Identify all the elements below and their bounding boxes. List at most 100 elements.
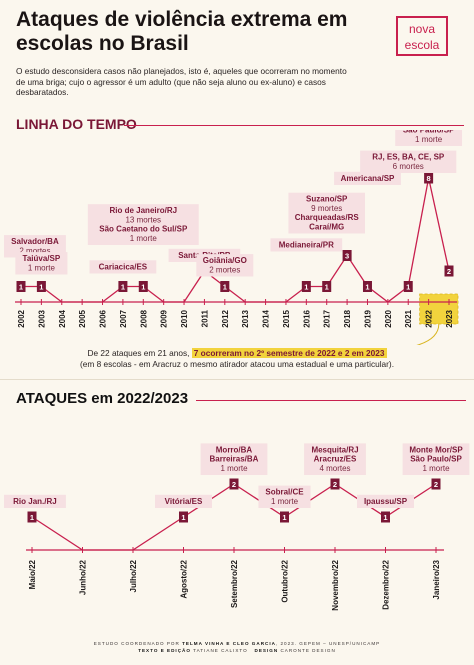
x-tick-label: 2004: [58, 309, 67, 327]
x-tick-label: 2007: [119, 309, 128, 327]
annotation-deaths: 13 mortes: [125, 215, 161, 224]
intro-text: O estudo desconsidera casos não planejad…: [16, 66, 347, 97]
annotation-place: Monte Mor/SP: [409, 445, 463, 454]
annotation-place: Caraí/MG: [309, 222, 344, 231]
x-tick-label: 2022: [425, 309, 434, 327]
annotation-place: São Caetano do Sul/SP: [99, 225, 188, 234]
x-tick-label: 2005: [78, 309, 87, 327]
annotation-place: RJ, ES, BA, CE, SP: [372, 153, 445, 162]
annotation-box-1: [15, 252, 68, 275]
x-tick-label: 2021: [404, 309, 413, 327]
annotation-box-m3: [258, 485, 311, 508]
annotation-place: São Paulo/SP: [410, 455, 462, 464]
annotation-box-0: [4, 235, 66, 258]
annotation-box-m1: [155, 494, 212, 508]
logo-line-1: nova: [408, 22, 436, 36]
data-point-marker: [322, 281, 332, 292]
annotation-deaths: 1 morte: [422, 464, 450, 473]
data-point-label: 1: [325, 283, 329, 292]
x-tick-label: 2011: [200, 309, 209, 327]
x-tick-label: 2010: [180, 309, 189, 327]
x-tick-label: 2003: [37, 309, 46, 327]
annotation-place: Medianeira/PR: [279, 240, 334, 249]
x-tick-label: Setembro/22: [230, 559, 239, 608]
monthly-chart: Maio/22 Junho/22 Julho/22 Agosto/22 Setembro…: [4, 443, 470, 611]
annotation-place: Suzano/SP: [306, 195, 348, 204]
annotation-place: Charqueadas/RS: [295, 213, 360, 222]
data-point-marker: [431, 478, 441, 490]
x-tick-label: 2009: [160, 309, 169, 327]
data-point-label: 1: [304, 283, 308, 292]
data-point-label: 1: [141, 283, 145, 292]
data-point-label: 1: [383, 513, 387, 522]
annotation-box-9: [360, 150, 457, 173]
annotation-box-5: [196, 254, 254, 277]
data-point-marker: [280, 511, 289, 523]
data-point-label: 1: [30, 513, 34, 522]
data-point-marker: [381, 511, 390, 523]
annotation-box-2: [89, 260, 157, 274]
section-title-rule-2: [196, 400, 466, 401]
x-tick-label: 2008: [139, 309, 148, 327]
data-point-marker: [229, 478, 239, 490]
x-tick-label: 2014: [262, 309, 271, 327]
annotation-deaths: 2 mortes: [19, 246, 50, 255]
note-prefix: De 22 ataques em 21 anos,: [87, 348, 192, 358]
annotation-place: Ipaussu/SP: [364, 497, 408, 506]
data-point-marker: [16, 281, 26, 292]
annotation-place: Mesquita/RJ: [311, 445, 358, 454]
x-tick-label: 2023: [445, 309, 454, 327]
x-tick-label: Maio/22: [28, 559, 37, 589]
data-point-label: 2: [232, 480, 236, 489]
footer-label-text: TEXTO E EDIÇÃO: [138, 648, 191, 653]
annotation-place: Sobral/CE: [265, 488, 304, 497]
annotation-box-m6: [402, 443, 470, 475]
annotation-box-m5: [357, 494, 414, 508]
data-point-marker: [118, 281, 128, 292]
footer-authors: TELMA VINHA E CLEO GARCIA: [182, 641, 276, 646]
annotation-place: Cariacica/ES: [99, 262, 148, 271]
data-point-marker: [362, 281, 372, 292]
data-point-marker: [330, 478, 340, 490]
data-point-label: 1: [282, 513, 286, 522]
annotation-deaths: 2 mortes: [209, 265, 240, 274]
data-point-label: 1: [121, 283, 125, 292]
annotation-place: Rio Jan./RJ: [13, 497, 57, 506]
data-point-label: 2: [447, 267, 451, 276]
annotation-deaths: 1 morte: [130, 234, 158, 243]
note-highlight: 7 ocorreram no 2º semestre de 2022 e 2 e…: [191, 348, 387, 358]
annotation-deaths: 1 morte: [415, 135, 443, 144]
x-tick-label: Julho/22: [129, 559, 138, 592]
section-title-2022-2023: ATAQUES em 2022/2023: [16, 390, 189, 407]
page-title: Ataques de violência extrema em escolas …: [16, 8, 348, 55]
annotation-box-m4: [304, 443, 366, 475]
annotation-place: Americana/SP: [341, 174, 395, 183]
annotation-box-8: [334, 171, 401, 185]
annotation-place: Taiúva/SP: [23, 254, 61, 263]
credits-footer: ESTUDO COORDENADO POR TELMA VINHA E CLEO…: [0, 640, 474, 654]
x-tick-label: Dezembro/22: [382, 559, 391, 609]
note-line-2: (em 8 escolas - em Aracruz o mesmo atira…: [79, 359, 395, 369]
annotation-place: Barreiras/BA: [210, 455, 259, 464]
annotation-box-10: [395, 130, 463, 146]
footer-label-design: DESIGN: [254, 648, 279, 653]
x-tick-label: 2013: [241, 309, 250, 327]
annotation-place: São Paulo/SP: [403, 130, 455, 135]
data-point-marker: [220, 281, 230, 292]
data-point-label: 1: [406, 283, 410, 292]
x-tick-label: 2016: [302, 309, 311, 327]
logo-line-2: escola: [404, 38, 440, 52]
x-tick-label: 2018: [343, 309, 352, 327]
annotation-place: Goiânia/GO: [203, 256, 247, 265]
footer-suffix: , 2023. GEPEM – UNESP/UNICAMP: [275, 641, 381, 646]
x-tick-label: 2015: [282, 309, 291, 327]
annotation-deaths: 6 mortes: [393, 162, 424, 171]
data-point-label: 1: [365, 283, 369, 292]
annotation-deaths: 9 mortes: [311, 204, 342, 213]
data-point-marker: [27, 511, 37, 523]
data-point-label: 8: [427, 174, 431, 183]
x-tick-label: 2017: [323, 309, 332, 327]
annotation-box-m2: [200, 443, 268, 475]
data-point-marker: [138, 281, 148, 292]
x-tick-label: 2020: [384, 309, 393, 327]
